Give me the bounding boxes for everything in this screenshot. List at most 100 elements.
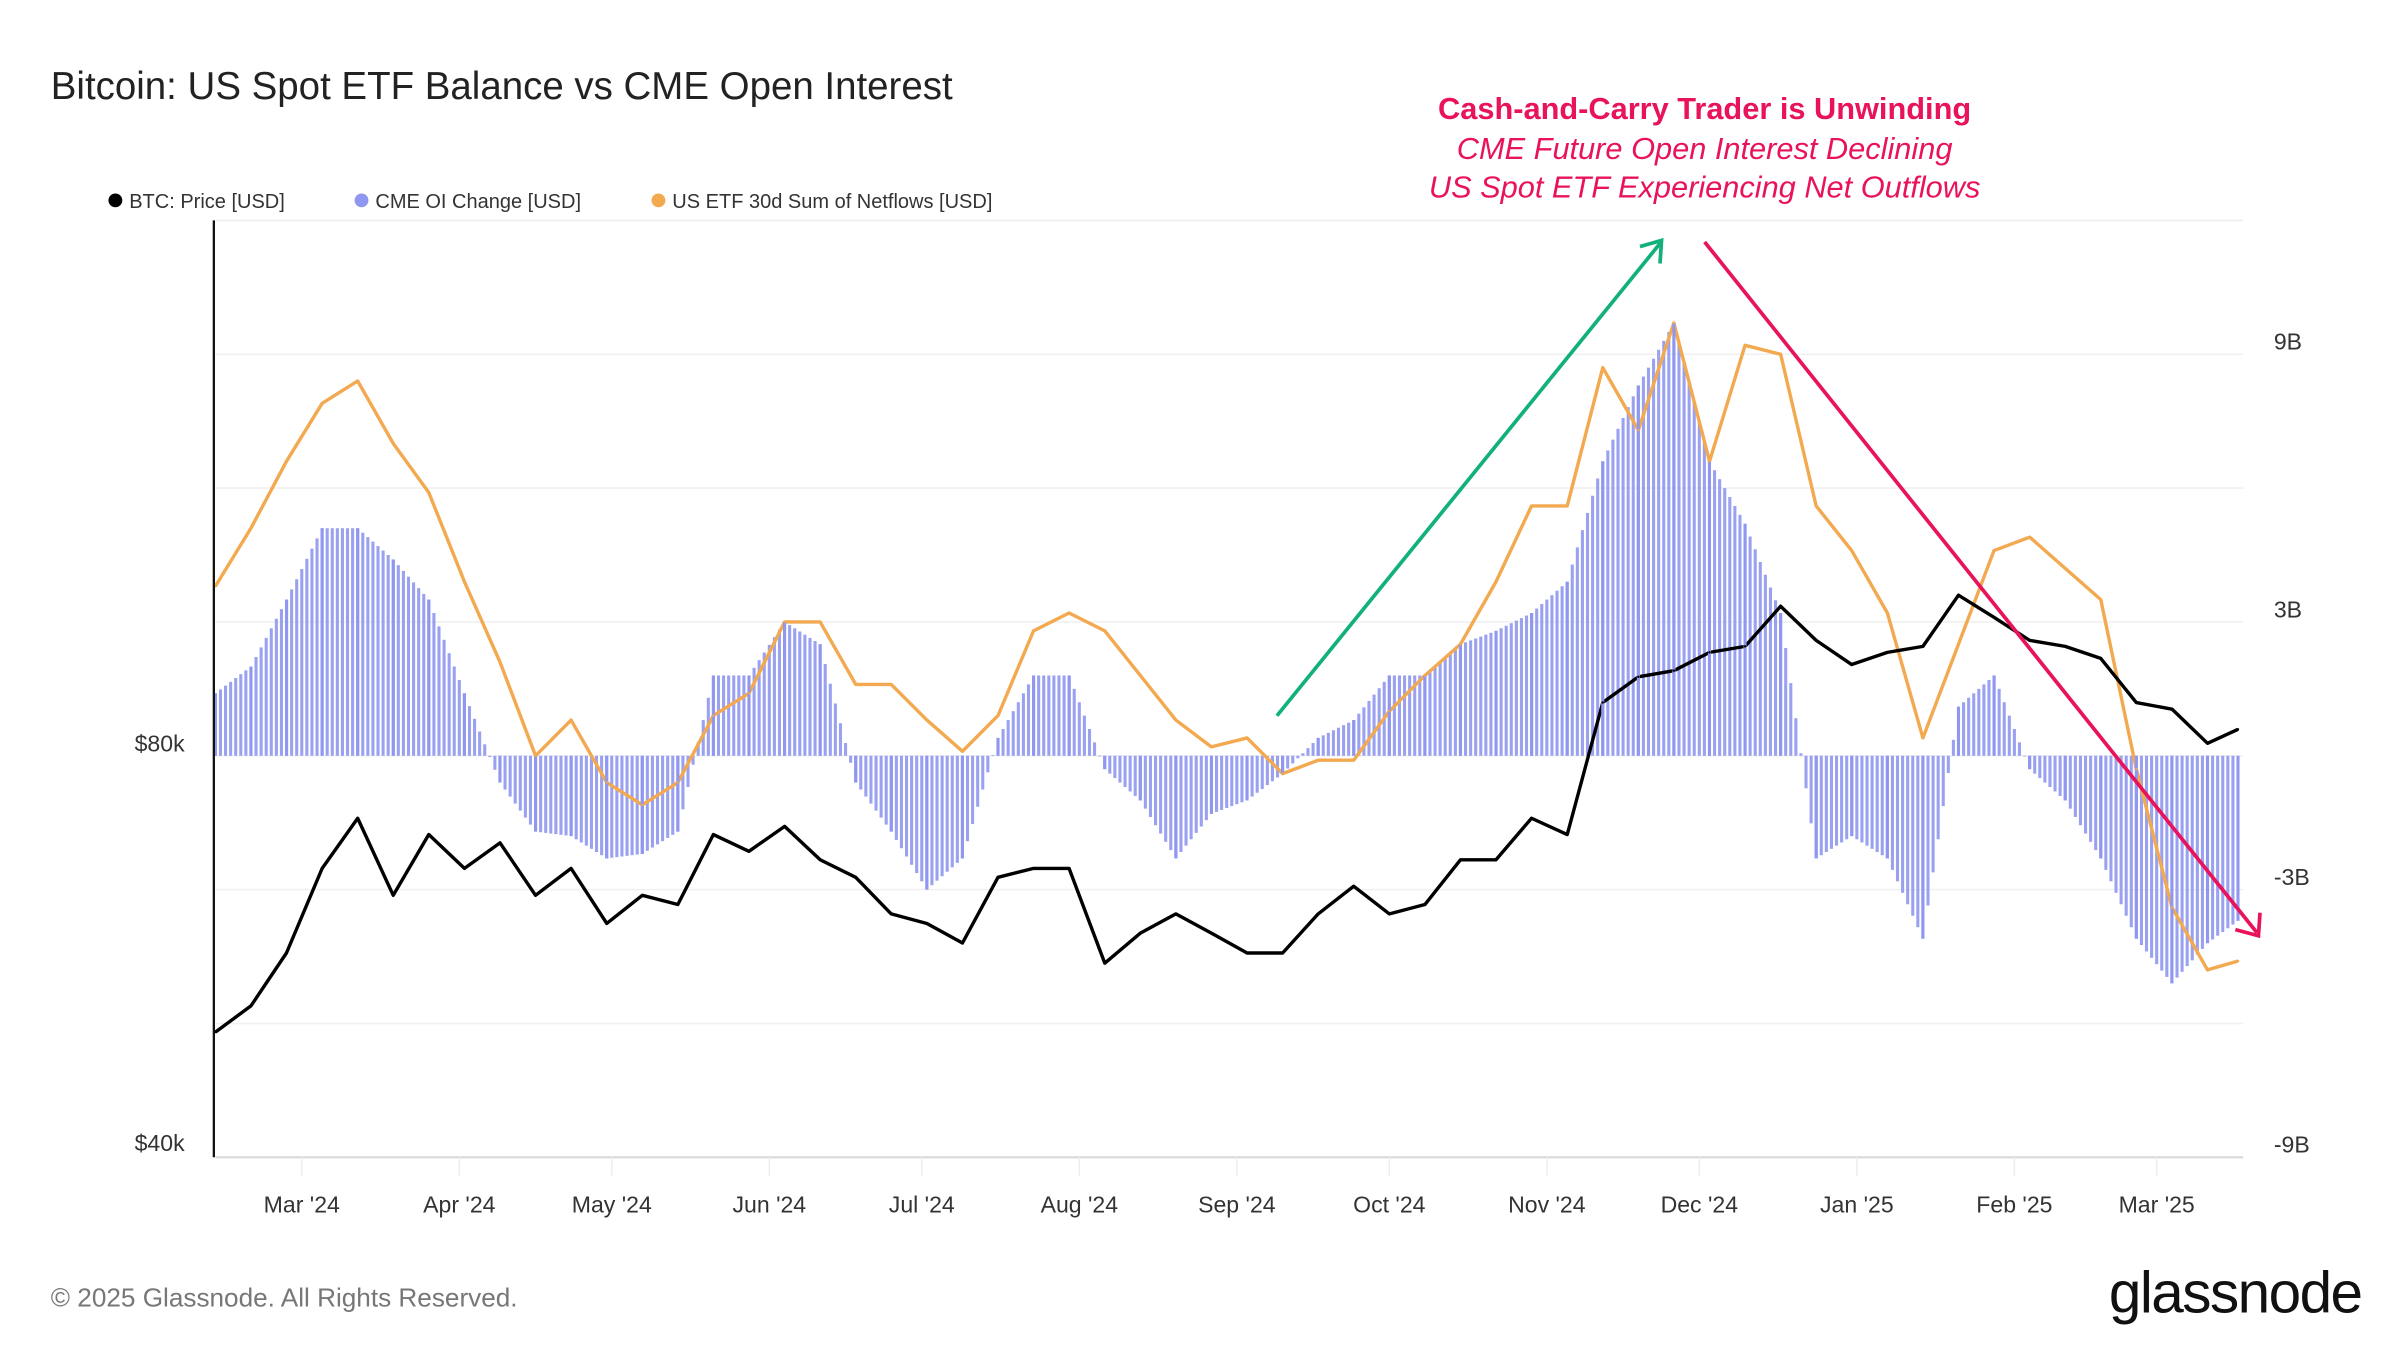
btc-price-point xyxy=(2063,645,2067,648)
btc-price-point xyxy=(1245,951,1249,955)
cme-oi-bar xyxy=(493,755,497,770)
cme-oi-bar xyxy=(1392,675,1396,756)
x-tick-label: Feb '25 xyxy=(1976,1192,2052,1218)
cme-oi-bar xyxy=(2109,755,2113,882)
cme-oi-bar-point xyxy=(569,755,573,837)
etf-netflow-point xyxy=(1423,674,1427,677)
btc-price-point xyxy=(534,894,537,897)
cme-oi-bars xyxy=(213,323,2235,984)
cme-oi-bar xyxy=(1550,595,1554,756)
cme-oi-bar-point xyxy=(356,528,360,756)
cme-oi-bar xyxy=(1377,688,1381,756)
cme-oi-bar-point xyxy=(2134,755,2138,939)
btc-price-point xyxy=(605,922,608,925)
cme-oi-bar xyxy=(264,637,268,756)
btc-price-point xyxy=(2206,742,2209,745)
etf-netflow-point xyxy=(2135,767,2138,771)
cme-oi-bar xyxy=(2144,755,2149,952)
btc-price-point xyxy=(1067,867,1071,870)
cme-oi-bar xyxy=(2190,755,2194,961)
cme-oi-bar xyxy=(2165,755,2169,977)
cme-oi-bar xyxy=(594,755,599,853)
etf-netflow-point xyxy=(285,460,288,463)
cme-oi-bar xyxy=(1504,625,1508,756)
cme-oi-bar xyxy=(1845,755,1849,840)
legend-item-btc-price[interactable]: BTC: Price [USD] xyxy=(108,191,285,213)
btc-price-point xyxy=(2236,728,2240,731)
cme-oi-bar xyxy=(1982,684,1986,756)
x-tick-label: Mar '25 xyxy=(2119,1192,2195,1218)
cme-oi-bar xyxy=(1677,342,1681,756)
etf-netflow-point xyxy=(1281,772,1284,775)
cme-oi-bar xyxy=(1143,755,1147,809)
cme-oi-bar xyxy=(1260,755,1264,789)
cme-oi-bar xyxy=(1570,564,1574,756)
cme-oi-bar xyxy=(1326,732,1330,756)
cme-oi-bar xyxy=(2068,755,2072,809)
cme-oi-bar xyxy=(1230,755,1234,807)
cme-oi-bar xyxy=(1021,693,1025,756)
btc-price-point xyxy=(1637,675,1640,679)
cme-oi-bar xyxy=(976,755,980,807)
etf-netflow-point xyxy=(392,442,395,445)
cme-oi-bar xyxy=(1951,739,1955,756)
cme-oi-bar xyxy=(1545,599,1549,756)
cme-oi-bar xyxy=(681,755,685,810)
cme-oi-bar xyxy=(1768,587,1772,756)
etf-netflow-point xyxy=(2063,567,2067,570)
cme-oi-bar xyxy=(1433,666,1437,756)
cme-oi-bar xyxy=(1118,755,1122,783)
cme-oi-bar xyxy=(386,555,390,756)
cme-oi-bar xyxy=(915,755,919,874)
cme-oi-bar xyxy=(254,656,258,756)
cme-oi-bar-point xyxy=(1281,755,1285,774)
cme-oi-bar xyxy=(1026,684,1031,756)
x-tick-label: Jul '24 xyxy=(889,1192,955,1218)
cme-oi-bar xyxy=(742,675,746,756)
btc-price-point xyxy=(1779,604,1782,608)
cme-oi-bar-point xyxy=(925,755,929,890)
cme-oi-bar xyxy=(584,755,588,846)
cme-oi-bar xyxy=(1204,755,1208,821)
cme-oi-bar xyxy=(1443,657,1447,756)
x-axis: Mar '24 Apr '24 May '24 Jun '24 Jul '24 Aug '… xyxy=(264,1157,2195,1218)
down-arrow-icon xyxy=(1703,240,2262,939)
btc-price-point xyxy=(1957,593,1960,597)
cme-oi-bar xyxy=(757,660,761,756)
cme-oi-bar xyxy=(452,666,456,756)
cme-oi-bar xyxy=(2124,755,2128,916)
etf-netflow-point xyxy=(1814,504,1818,508)
cme-oi-bar xyxy=(981,755,985,790)
legend-item-etf-netflows[interactable]: US ETF 30d Sum of Netflows [USD] xyxy=(651,191,993,213)
cme-oi-bar xyxy=(1148,755,1152,817)
cme-oi-bar xyxy=(345,528,350,756)
cme-oi-bar xyxy=(1189,755,1193,840)
right-tick-label: 3B xyxy=(2274,596,2302,622)
cme-oi-bar xyxy=(1464,642,1468,756)
cme-oi-bar xyxy=(1108,755,1112,774)
cme-oi-bar xyxy=(1865,755,1869,846)
left-tick-label: $80k xyxy=(135,730,185,756)
cme-oi-bar-point xyxy=(498,755,502,783)
cme-oi-bar xyxy=(737,675,741,756)
legend-item-cme-oi[interactable]: CME OI Change [USD] xyxy=(354,191,581,213)
left-axis: $80k $40k xyxy=(135,730,185,1156)
cme-oi-bar xyxy=(1834,755,1839,846)
cme-oi-bar xyxy=(229,681,233,756)
cme-oi-bar xyxy=(1265,755,1269,786)
cme-oi-bar xyxy=(1306,748,1310,756)
cme-oi-bar xyxy=(1098,755,1102,757)
cme-oi-bar xyxy=(259,647,263,756)
btc-price-point xyxy=(427,833,431,836)
cme-oi-bar-point xyxy=(783,621,787,756)
cme-oi-bar xyxy=(412,582,416,756)
cme-oi-bar xyxy=(376,546,380,756)
cme-oi-bar xyxy=(488,755,492,758)
cme-oi-bar xyxy=(401,570,405,756)
cme-oi-bar xyxy=(2195,755,2199,955)
cme-oi-bar xyxy=(422,593,426,756)
cme-oi-bar xyxy=(1560,586,1564,756)
cme-oi-bar xyxy=(971,755,975,824)
cme-oi-bar xyxy=(1133,755,1137,796)
